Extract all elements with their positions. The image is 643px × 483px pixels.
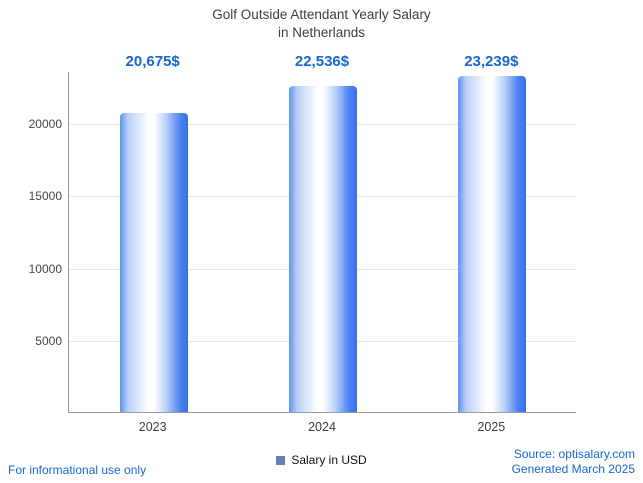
bar-value-label: 22,536$	[294, 53, 350, 70]
chart-title: Golf Outside Attendant Yearly Salary in …	[0, 6, 643, 42]
legend-marker-icon	[276, 455, 286, 465]
legend: Salary in USD	[0, 453, 643, 467]
bar-2023	[119, 113, 188, 412]
x-tick-label: 2023	[138, 420, 167, 434]
plot-area	[68, 72, 576, 413]
source-link[interactable]: Source: optisalary.com	[513, 446, 635, 461]
bar-value-label: 20,675$	[125, 53, 180, 70]
legend-label: Salary in USD	[291, 453, 367, 467]
generated-text: Generated March 2025	[511, 462, 635, 477]
chart-title-line2: in Netherlands	[277, 25, 366, 41]
y-tick-label: 15000	[28, 189, 62, 204]
y-tick-label: 10000	[28, 261, 62, 276]
y-tick-label: 5000	[35, 333, 62, 348]
disclaimer-text: For informational use only	[8, 463, 147, 477]
bar-value-label: 23,239$	[464, 53, 519, 70]
legend-item-salary[interactable]: Salary in USD	[276, 453, 367, 467]
chart-title-line1: Golf Outside Attendant Yearly Salary	[212, 7, 431, 22]
x-tick-label: 2025	[477, 420, 506, 434]
bar-2025	[458, 76, 527, 412]
bar-2024	[289, 86, 357, 412]
y-tick-label: 20000	[28, 117, 62, 132]
x-tick-label: 2024	[308, 420, 336, 434]
source-block: Source: optisalary.com Generated March 2…	[512, 447, 635, 478]
